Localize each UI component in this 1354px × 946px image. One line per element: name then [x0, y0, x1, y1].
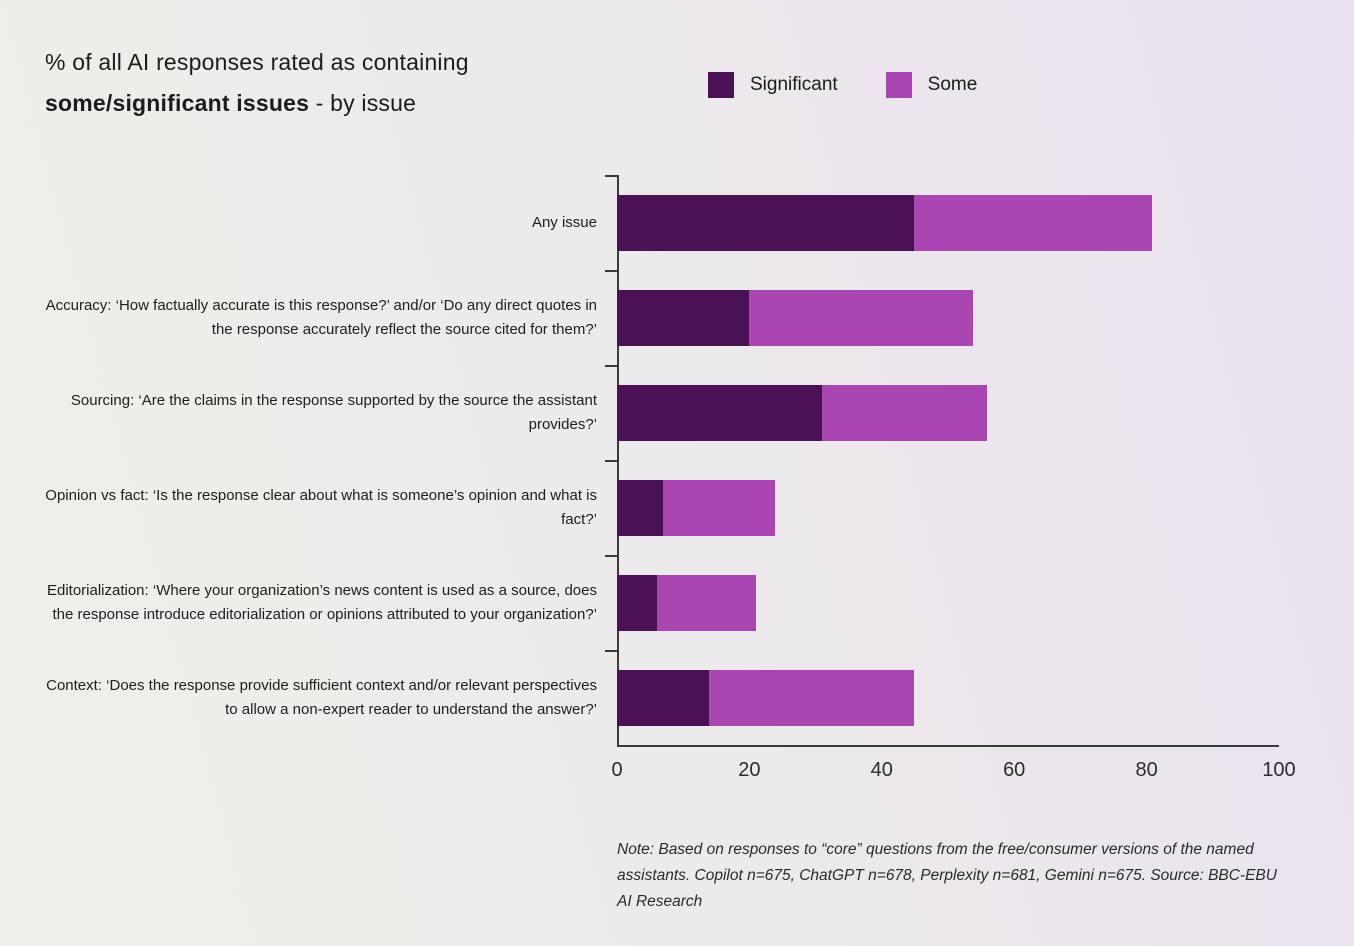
bar-track — [617, 194, 1277, 251]
chart-row: Accuracy: ‘How factually accurate is thi… — [45, 270, 1285, 365]
stacked-bar — [617, 384, 1277, 441]
bar-segment-significant — [617, 574, 657, 631]
bar-segment-some — [749, 289, 974, 346]
bar-segment-some — [709, 669, 914, 726]
y-axis-tick — [605, 270, 617, 272]
legend-item-some: Some — [885, 72, 978, 98]
y-axis-tick — [605, 460, 617, 462]
chart-row: Editorialization: ‘Where your organizati… — [45, 555, 1285, 650]
stacked-bar — [617, 669, 1277, 726]
x-axis-line — [617, 745, 1279, 747]
y-axis-line — [617, 175, 619, 745]
legend-label: Some — [927, 74, 978, 95]
x-axis-tick-label: 40 — [870, 759, 893, 781]
y-axis-tick — [605, 555, 617, 557]
bar-segment-significant — [617, 479, 664, 536]
category-label: Accuracy: ‘How factually accurate is thi… — [45, 296, 597, 338]
bar-track — [617, 479, 1277, 536]
bar-track — [617, 669, 1277, 726]
bar-track — [617, 384, 1277, 441]
x-axis-tick-label: 80 — [1135, 759, 1158, 781]
x-axis-tick-labels: 0 20 40 60 80 100 — [611, 759, 1295, 793]
bar-segment-some — [656, 574, 756, 631]
legend-swatch-significant — [708, 72, 734, 98]
source-note: Note: Based on responses to “core” quest… — [617, 841, 1277, 911]
chart-row: Context: ‘Does the response provide suff… — [45, 650, 1285, 745]
y-axis-tick — [605, 365, 617, 367]
bar-segment-significant — [617, 384, 822, 441]
bar-segment-some — [821, 384, 987, 441]
chart-rows: Any issue Accuracy: ‘How factually accura… — [45, 175, 1285, 747]
chart-title-line1: % of all AI responses rated as containin… — [45, 49, 469, 75]
chart-title-emphasis: some/significant issues — [45, 89, 310, 116]
stacked-bar — [617, 574, 1277, 631]
y-axis-tick — [605, 650, 617, 652]
legend-item-significant: Significant — [708, 72, 838, 98]
category-label: Sourcing: ‘Are the claims in the respons… — [70, 391, 597, 433]
category-label: Editorialization: ‘Where your organizati… — [46, 581, 597, 623]
bar-segment-some — [914, 194, 1152, 251]
stacked-bar — [617, 479, 1277, 536]
chart-row: Any issue — [45, 175, 1285, 270]
chart-title: % of all AI responses rated as containin… — [45, 42, 469, 124]
y-axis-tick — [605, 175, 617, 177]
x-axis-tick-label: 0 — [611, 759, 623, 781]
bar-segment-significant — [617, 669, 710, 726]
stacked-bar-chart: Any issue Accuracy: ‘How factually accura… — [45, 175, 1296, 915]
chart-title-suffix: - by issue — [309, 89, 417, 116]
bar-segment-some — [663, 479, 776, 536]
x-axis-tick-label: 60 — [1003, 759, 1026, 781]
category-label: Context: ‘Does the response provide suff… — [46, 676, 597, 718]
bar-segment-significant — [617, 289, 749, 346]
x-axis-tick-label: 100 — [1262, 759, 1296, 781]
x-axis-tick-label: 20 — [738, 759, 761, 781]
bar-track — [617, 289, 1277, 346]
chart-title-line2: some/significant issues - by issue — [45, 83, 469, 124]
legend-label: Significant — [750, 74, 838, 95]
bar-segment-significant — [617, 194, 914, 251]
category-label: Opinion vs fact: ‘Is the response clear … — [45, 486, 597, 528]
category-label: Any issue — [531, 213, 597, 231]
bar-track — [617, 574, 1277, 631]
chart-row: Opinion vs fact: ‘Is the response clear … — [45, 460, 1285, 555]
chart-row: Sourcing: ‘Are the claims in the respons… — [45, 365, 1285, 460]
legend-swatch-some — [885, 72, 912, 98]
stacked-bar — [617, 194, 1277, 251]
stacked-bar — [617, 289, 1277, 346]
chart-legend: Significant Some — [708, 72, 977, 98]
